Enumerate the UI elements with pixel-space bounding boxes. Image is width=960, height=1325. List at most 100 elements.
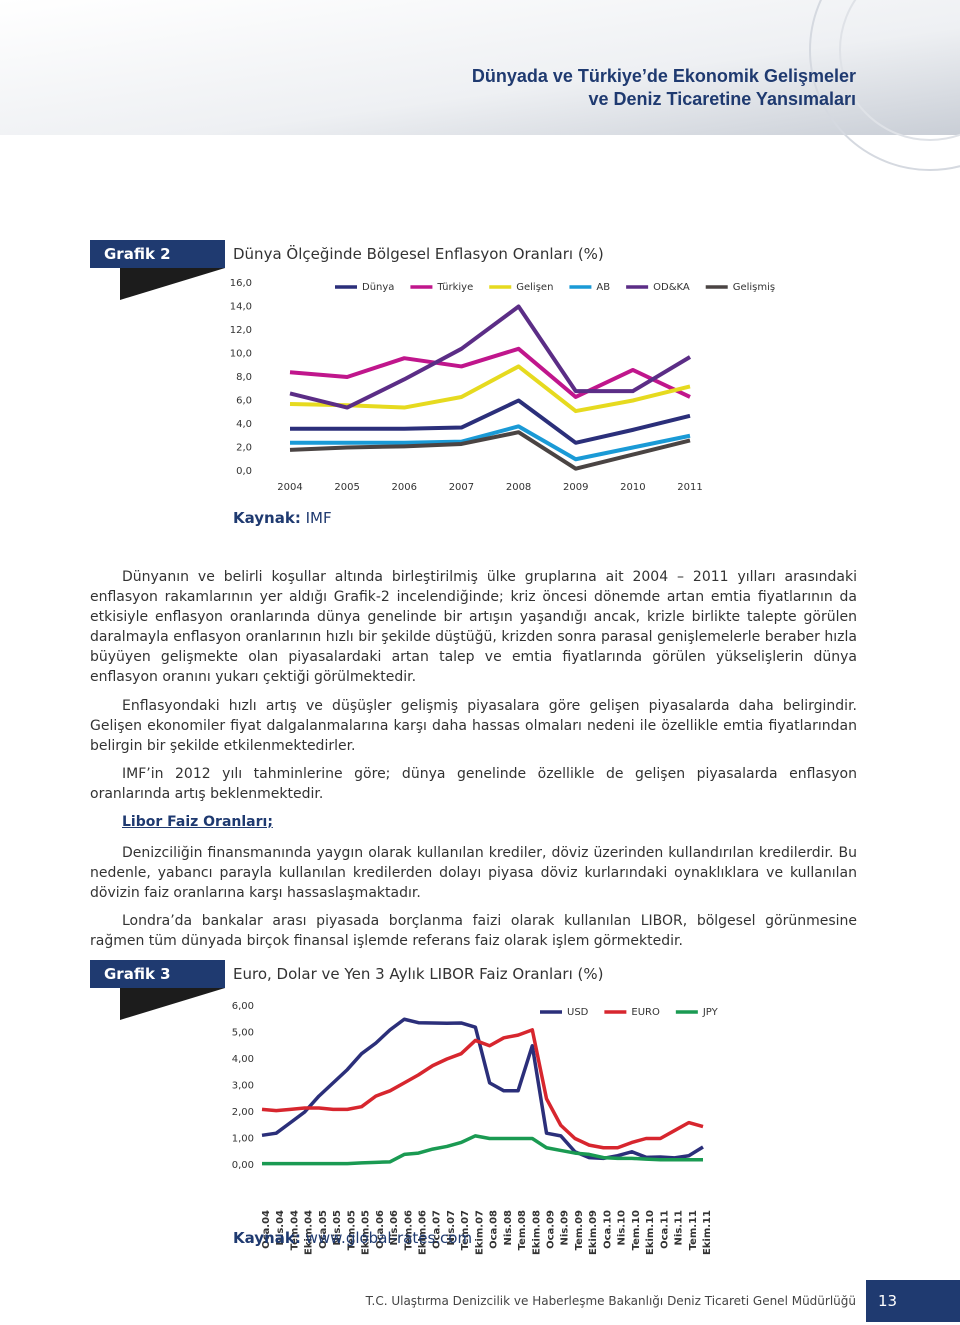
x-tick-label: Oca.09 (546, 1210, 557, 1249)
x-tick-label: Ekim.08 (531, 1210, 542, 1255)
y-tick-label: 1,00 (232, 1134, 254, 1145)
x-tick-label: 2011 (677, 482, 702, 493)
series-line (261, 1017, 704, 1161)
x-tick-label: Nis.08 (503, 1210, 514, 1246)
x-tick-label: Nis.09 (560, 1210, 571, 1246)
legend-label: OD&KA (653, 282, 690, 293)
y-tick-label: 2,00 (232, 1107, 254, 1118)
x-tick-label: Ekim.06 (417, 1210, 428, 1255)
x-tick-label: Tem.06 (403, 1210, 414, 1250)
series-line (289, 346, 691, 399)
x-tick-label: Oca.10 (602, 1210, 613, 1249)
legend-label: EURO (631, 1007, 660, 1018)
source: Kaynak: www.global-rates.com (233, 1229, 472, 1247)
source-label: Kaynak: (233, 1229, 301, 1247)
legend-label: Türkiye (436, 282, 473, 293)
y-tick-label: 4,0 (236, 419, 252, 430)
x-tick-label: Ekim.09 (588, 1210, 599, 1255)
legend-label: Gelişen (516, 282, 553, 293)
header-title: Dünyada ve Türkiye’de Ekonomik Gelişmele… (471, 66, 856, 86)
header-background (0, 0, 960, 135)
chart-title: Euro, Dolar ve Yen 3 Aylık LIBOR Faiz Or… (233, 965, 604, 983)
x-tick-label: Oca.07 (432, 1210, 443, 1249)
page-number: 13 (866, 1280, 960, 1322)
x-tick-label: Ekim.04 (304, 1210, 315, 1255)
x-tick-label: 2005 (334, 482, 359, 493)
x-tick-label: 2010 (620, 482, 645, 493)
x-tick-label: Ekim.05 (361, 1210, 372, 1255)
series-line (262, 1134, 703, 1166)
y-tick-label: 8,0 (236, 372, 252, 383)
y-tick-label: 0,0 (236, 466, 252, 477)
y-tick-label: 0,00 (232, 1160, 254, 1171)
y-tick-label: 6,0 (236, 396, 252, 407)
source-label: Kaynak: (233, 509, 301, 527)
label-shadow (120, 988, 225, 1020)
x-tick-label: Tem.04 (289, 1210, 300, 1250)
series-line (289, 364, 691, 414)
y-tick-label: 2,0 (236, 443, 252, 454)
x-tick-label: Tem.11 (688, 1210, 699, 1250)
paragraph: IMF’in 2012 yılı tahminlerine göre; düny… (90, 766, 857, 802)
y-tick-label: 3,00 (232, 1081, 254, 1092)
x-tick-label: Tem.05 (346, 1210, 357, 1250)
series-line (290, 424, 691, 462)
y-tick-label: 16,0 (230, 278, 252, 289)
paragraph: Enflasyondaki hızlı artış ve düşüşler ge… (90, 698, 857, 754)
x-tick-label: Nis.05 (332, 1210, 343, 1246)
paragraph: Londra’da bankalar arası piyasada borçla… (90, 913, 857, 949)
source: Kaynak: IMF (233, 509, 332, 527)
figure-label: Grafik 3 (90, 960, 225, 988)
x-tick-label: Oca.04 (261, 1210, 272, 1249)
x-tick-label: Ekim.07 (474, 1210, 485, 1255)
x-tick-label: Nis.11 (674, 1210, 685, 1246)
legend-label: Dünya (362, 282, 394, 293)
x-tick-label: 2009 (563, 482, 588, 493)
legend-label: JPY (702, 1007, 719, 1018)
globe (839, 0, 960, 141)
figure-label: Grafik 2 (90, 240, 225, 268)
x-tick-label: Oca.11 (659, 1210, 670, 1249)
x-tick-label: 2004 (277, 482, 302, 493)
chart-title: Dünya Ölçeğinde Bölgesel Enflasyon Oranl… (233, 245, 604, 263)
x-tick-label: Ekim.10 (645, 1210, 656, 1255)
y-tick-label: 14,0 (230, 302, 252, 313)
x-tick-label: Nis.04 (275, 1210, 286, 1246)
label-shadow (120, 268, 225, 300)
x-tick-label: 2007 (449, 482, 474, 493)
x-tick-label: Oca.05 (318, 1210, 329, 1249)
x-tick-label: 2008 (506, 482, 531, 493)
header-title: ve Deniz Ticaretine Yansımaları (588, 89, 856, 109)
legend-label: Gelişmiş (733, 282, 775, 293)
series-line (289, 304, 692, 410)
x-tick-label: Tem.08 (517, 1210, 528, 1250)
series-line (289, 430, 691, 471)
x-tick-label: Tem.09 (574, 1210, 585, 1250)
y-tick-label: 5,00 (232, 1028, 254, 1039)
series-line (261, 1028, 704, 1150)
paragraph: Denizciliğin finansmanında yaygın olarak… (90, 845, 857, 901)
footer-text: T.C. Ulaştırma Denizcilik ve Haberleşme … (365, 1294, 856, 1308)
x-tick-label: Nis.10 (617, 1210, 628, 1246)
series-line (290, 398, 691, 445)
legend-label: AB (596, 282, 610, 293)
x-tick-label: Oca.06 (375, 1210, 386, 1249)
x-tick-label: Oca.08 (489, 1210, 500, 1249)
y-tick-label: 12,0 (230, 325, 252, 336)
x-tick-label: Tem.07 (460, 1210, 471, 1250)
x-tick-label: Nis.07 (446, 1210, 457, 1246)
y-tick-label: 6,00 (232, 1001, 254, 1012)
x-tick-label: Tem.10 (631, 1210, 642, 1250)
legend-label: USD (567, 1007, 589, 1018)
globe (809, 0, 960, 171)
heading: Libor Faiz Oranları; (122, 814, 273, 830)
paragraph: Dünyanın ve belirli koşullar altında bir… (90, 569, 857, 685)
source-text: www.global-rates.com (305, 1229, 473, 1247)
source-text: IMF (305, 509, 332, 527)
x-tick-label: 2006 (392, 482, 417, 493)
y-tick-label: 4,00 (232, 1054, 254, 1065)
x-tick-label: Nis.06 (389, 1210, 400, 1246)
x-tick-label: Ekim.11 (702, 1210, 713, 1255)
